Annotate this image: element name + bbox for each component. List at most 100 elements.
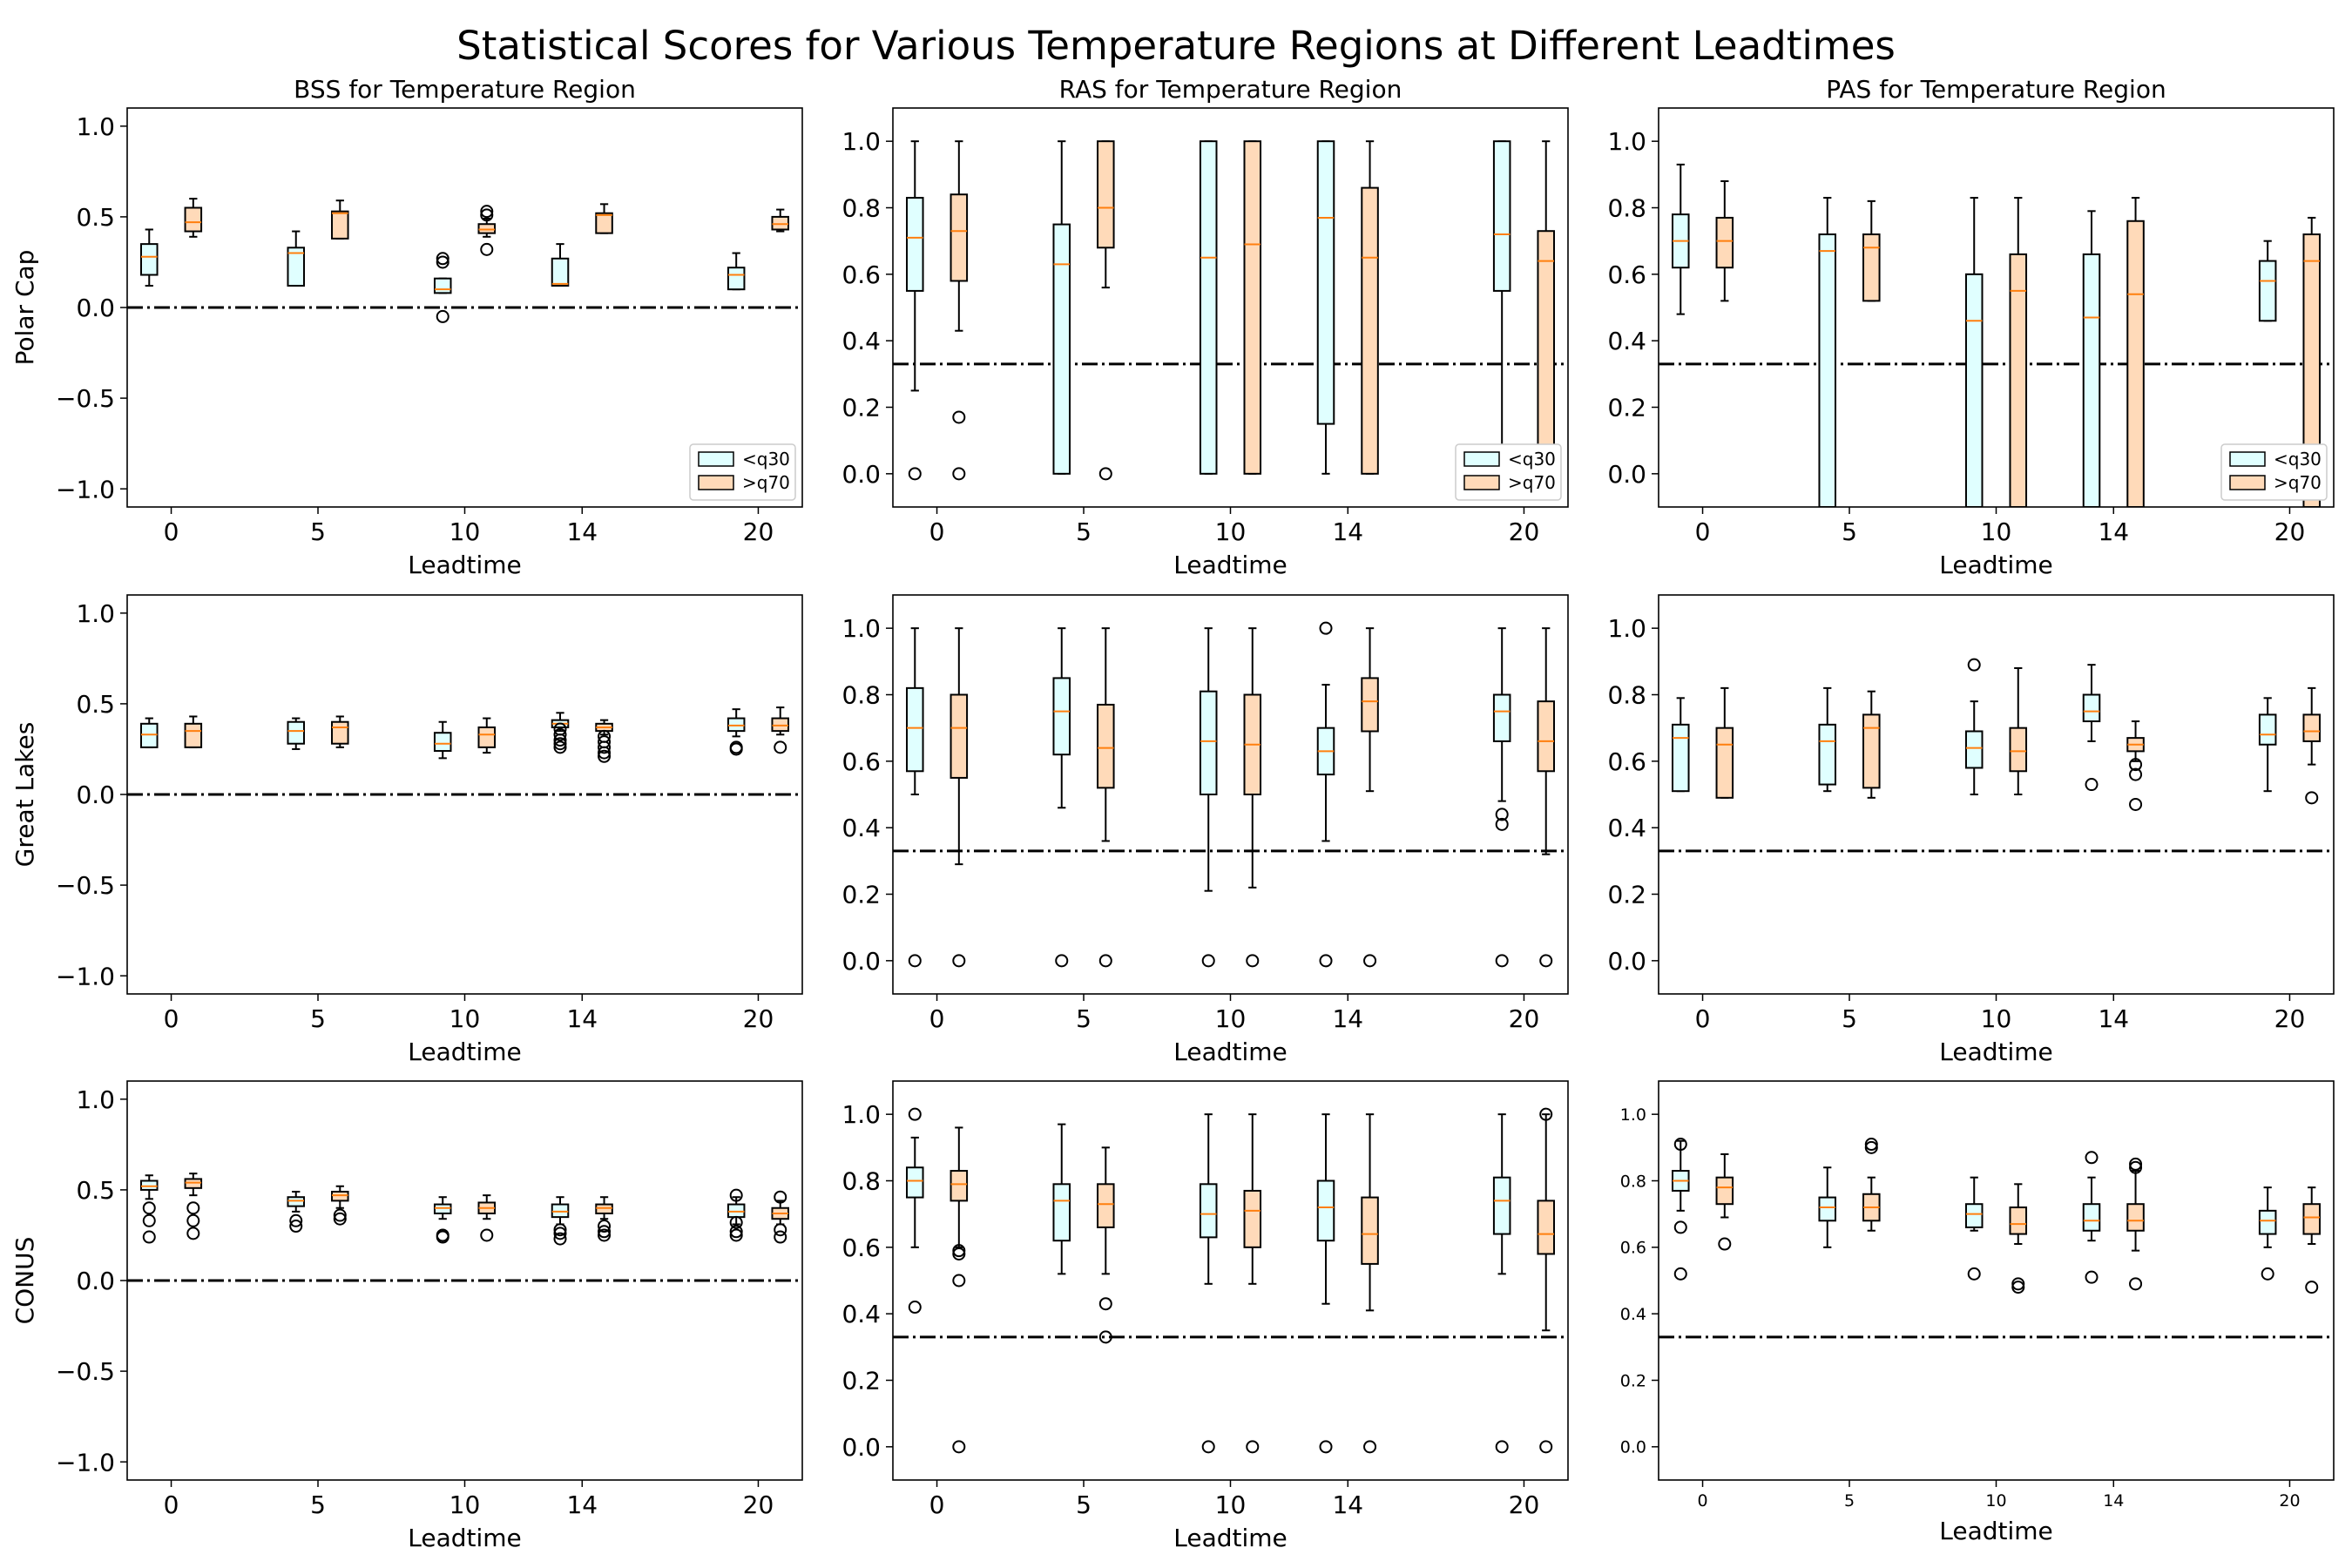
box-gt-q70 <box>184 715 203 748</box>
y-tick-label: 0.4 <box>841 814 881 842</box>
plot-area <box>893 621 1568 968</box>
outlier-point <box>333 1212 347 1226</box>
outlier-point <box>952 1274 966 1288</box>
outlier-point <box>2129 1160 2143 1174</box>
plot-area <box>893 1107 1568 1454</box>
panel-pas-great-lakes: Leadtime 0.0 0.2 0.4 0.6 0.8 1.0 0 5 10 14 20 <box>1607 594 2335 1066</box>
box-lt-q30 <box>1818 686 1837 793</box>
outlier-point <box>1363 1440 1377 1454</box>
box-iqr <box>433 1203 452 1214</box>
legend-swatch <box>698 451 734 467</box>
x-tick-label: 14 <box>1332 517 1363 546</box>
x-tick-label: 14 <box>566 517 598 546</box>
y-tick-label: 0.0 <box>1620 1438 1646 1457</box>
y-tick-label: 0.4 <box>1607 327 1646 355</box>
outlier-point <box>553 1232 567 1246</box>
outlier-point <box>2129 767 2143 781</box>
plot-area <box>1659 1138 2334 1339</box>
box-lt-q30 <box>2258 1186 2277 1281</box>
box-iqr <box>1097 140 1115 249</box>
axes-frame <box>892 107 1569 508</box>
outlier-point <box>1864 1140 1878 1154</box>
x-tick-label: 10 <box>1981 517 2012 546</box>
panel-title: BSS for Temperature Region <box>294 75 636 104</box>
box-iqr <box>2258 1209 2277 1235</box>
box-lt-q30 <box>2082 1151 2101 1284</box>
box-iqr <box>1964 730 1984 769</box>
box-gt-q70 <box>1097 627 1115 968</box>
panel-ras-polar-cap: RAS for Temperature Region Leadtime 0.0 0.2… <box>841 75 1569 579</box>
y-tick-label: 0.5 <box>76 1176 115 1205</box>
plot-area <box>127 1173 802 1282</box>
outlier-point <box>1673 1267 1687 1281</box>
box-lt-q30 <box>551 712 570 754</box>
box-iqr <box>184 722 203 748</box>
box-iqr <box>2258 713 2277 746</box>
outlier-point <box>2085 1270 2099 1284</box>
x-tick-label: 5 <box>310 1490 326 1519</box>
outlier-point <box>729 1225 743 1239</box>
box-iqr <box>433 732 452 753</box>
box-iqr <box>1243 1189 1262 1248</box>
y-tick-label: 0.8 <box>1607 681 1646 710</box>
outlier-point <box>1495 954 1509 968</box>
outlier-point <box>2129 1277 2143 1291</box>
box-iqr <box>727 267 746 291</box>
outlier-point <box>598 735 612 749</box>
outlier-point <box>774 1223 787 1237</box>
x-axis-label: Leadtime <box>1939 551 2053 579</box>
box-iqr <box>1818 723 1837 786</box>
box-iqr <box>331 720 349 745</box>
legend-swatch <box>2229 451 2266 467</box>
panel-ras-great-lakes: Leadtime 0.0 0.2 0.4 0.6 0.8 1.0 0 5 10 14 20 <box>841 594 1569 1066</box>
box-iqr <box>1818 233 1837 507</box>
box-iqr <box>1715 1176 1734 1206</box>
outlier-point <box>1539 954 1553 968</box>
box-gt-q70 <box>477 1194 497 1242</box>
box-lt-q30 <box>1199 1113 1218 1454</box>
box-gt-q70 <box>771 706 789 754</box>
x-tick-label: 0 <box>929 1004 945 1033</box>
y-tick-label: −0.5 <box>56 1357 115 1386</box>
axes-frame <box>1658 1080 2335 1481</box>
outlier-point <box>774 740 787 754</box>
box-lt-q30 <box>287 230 306 287</box>
x-tick-label: 20 <box>2274 517 2306 546</box>
box-gt-q70 <box>1715 686 1734 799</box>
box-iqr <box>950 693 969 779</box>
x-axis-label: Leadtime <box>1939 1037 2053 1066</box>
outlier-point <box>2011 1277 2025 1291</box>
box-lt-q30 <box>727 708 746 756</box>
outlier-point <box>1319 1440 1333 1454</box>
box-gt-q70 <box>2302 686 2321 805</box>
outlier-point <box>480 1228 494 1242</box>
x-tick-label: 0 <box>164 1490 179 1519</box>
x-tick-label: 5 <box>1842 1004 1857 1033</box>
outlier-point <box>2129 797 2143 811</box>
box-iqr <box>140 243 159 276</box>
y-tick-label: 0.0 <box>841 460 881 489</box>
legend: <q30>q70 <box>1455 443 1562 501</box>
box-lt-q30 <box>1964 658 1984 795</box>
outlier-point <box>774 1190 787 1204</box>
x-tick-label: 0 <box>164 517 179 546</box>
y-tick-label: 0.4 <box>841 327 881 355</box>
box-lt-q30 <box>2258 697 2277 793</box>
y-tick-label: −1.0 <box>56 962 115 990</box>
box-lt-q30 <box>433 1196 452 1244</box>
box-iqr <box>1537 1200 1555 1255</box>
outlier-point <box>2129 758 2143 772</box>
y-axis-label: Great Lakes <box>10 722 39 868</box>
box-lt-q30 <box>1818 197 1837 507</box>
box-iqr <box>2082 1203 2101 1232</box>
box-gt-q70 <box>950 1126 969 1454</box>
box-lt-q30 <box>1199 627 1218 968</box>
x-tick-label: 14 <box>2103 1491 2124 1511</box>
outlier-point <box>2305 791 2319 805</box>
box-gt-q70 <box>1862 199 1881 302</box>
axes-frame <box>1658 594 2335 995</box>
x-tick-label: 10 <box>449 517 481 546</box>
box-iqr <box>727 717 746 733</box>
panel-pas-polar-cap: PAS for Temperature Region Leadtime 0.0 0.2… <box>1607 75 2335 579</box>
y-tick-label: 0.0 <box>76 294 115 322</box>
